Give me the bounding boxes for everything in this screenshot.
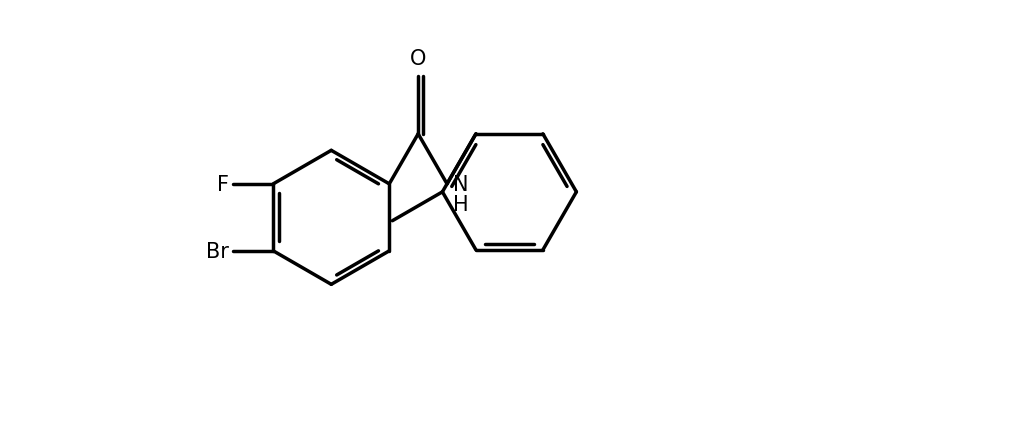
Text: O: O [410, 49, 427, 69]
Text: H: H [453, 194, 469, 214]
Text: Br: Br [206, 241, 228, 261]
Text: F: F [217, 174, 228, 194]
Text: N: N [453, 174, 469, 194]
